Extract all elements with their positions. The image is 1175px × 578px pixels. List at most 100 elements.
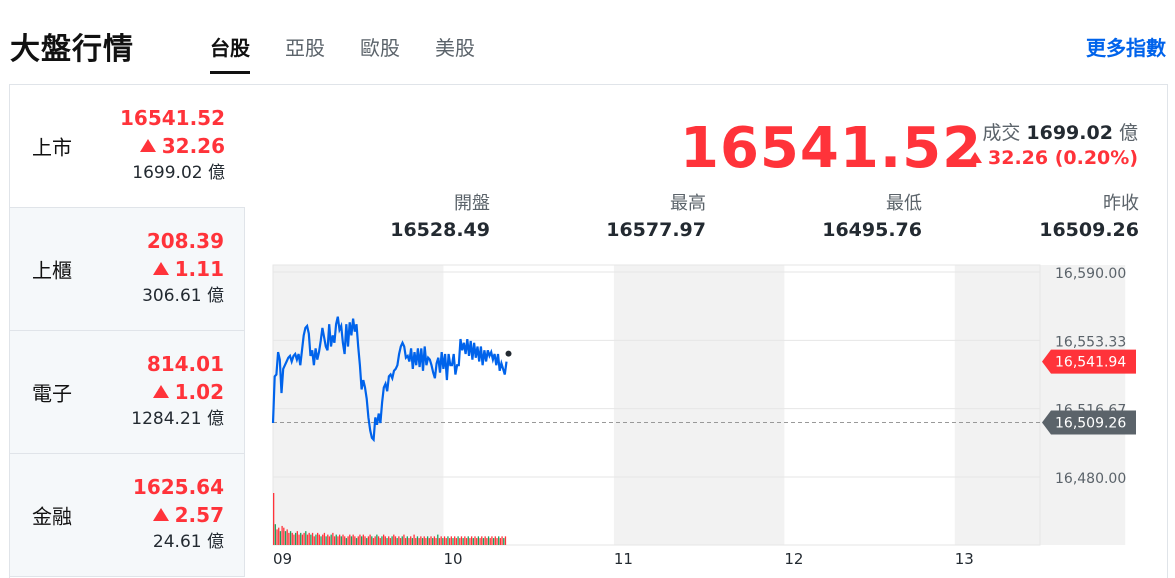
volume-bar (313, 536, 315, 545)
volume-bar (476, 538, 478, 545)
y-tick-label: 16,553.33 (1055, 334, 1126, 350)
stat-value: 16577.97 (606, 219, 706, 241)
volume-bar (491, 536, 493, 545)
volume-bar (382, 534, 385, 545)
prev-close-tag: 16,509.26 (1042, 410, 1136, 435)
volume-bar (352, 534, 354, 545)
volume-bar (372, 538, 375, 545)
volume-bar (291, 532, 293, 545)
sidebar-item-values: 208.39 1.11 306.61 億 (142, 228, 224, 308)
volume-bar (393, 534, 395, 545)
stat-label: 昨收 (1103, 193, 1139, 214)
x-tick-label: 12 (784, 550, 803, 568)
price-change: 32.26 (0.20%) (968, 147, 1138, 169)
volume-bar (300, 532, 302, 545)
volume-bar (450, 536, 452, 545)
volume-bar (357, 536, 359, 545)
up-arrow-icon (139, 139, 156, 152)
stat-low: 最低 16495.76 (762, 192, 922, 244)
volume-bar (391, 536, 393, 545)
current-price-tag-text: 16,541.94 (1055, 355, 1126, 371)
volume-bar (396, 538, 398, 545)
volume-bar (320, 536, 322, 545)
volume-bar (284, 531, 287, 545)
volume-bar (296, 531, 298, 545)
volume-bar (286, 529, 288, 545)
tab-europe[interactable]: 歐股 (360, 36, 400, 60)
tab-taiwan[interactable]: 台股 (210, 32, 250, 74)
volume-bar (328, 536, 331, 545)
stat-label: 開盤 (454, 193, 490, 214)
volume-bar (355, 538, 358, 545)
volume-bar (496, 538, 498, 545)
sidebar-item-name: 金融 (32, 504, 72, 529)
volume-bar (298, 534, 300, 545)
volume-bar (316, 532, 319, 545)
volume-bar (288, 532, 290, 545)
volume-bar (430, 536, 432, 545)
sidebar-item-price: 16541.52 (119, 106, 225, 130)
volume-bar (374, 536, 376, 545)
volume-bar (435, 538, 437, 545)
sidebar-item-name: 上櫃 (32, 258, 72, 283)
volume-bar (448, 538, 451, 545)
volume-bar (401, 536, 403, 545)
stat-value: 16528.49 (390, 219, 490, 241)
sidebar-item-volume: 1284.21 億 (131, 409, 224, 429)
volume-bar (283, 527, 285, 545)
volume-bar (278, 527, 280, 545)
sidebar-item-change: 2.57 (133, 500, 224, 530)
sidebar-item-name: 電子 (32, 381, 72, 406)
sidebar-item-values: 16541.52 32.26 1699.02 億 (120, 105, 225, 185)
volume-bar (462, 538, 464, 545)
volume-bar (293, 534, 295, 545)
volume-bar (499, 538, 502, 545)
volume-bar (487, 536, 490, 545)
current-price-tag: 16,541.94 (1042, 349, 1136, 374)
volume-bar (460, 536, 463, 545)
tab-asia[interactable]: 亞股 (285, 36, 325, 60)
volume-bar (438, 538, 441, 545)
volume-bar (333, 536, 336, 545)
session-band-shaded (273, 265, 444, 545)
sidebar-item-change-value: 1.11 (174, 257, 224, 281)
sidebar-item-volume: 24.61 億 (152, 532, 224, 552)
sidebar-item-change-value: 32.26 (161, 134, 225, 158)
sidebar-item-electronics[interactable]: 電子 814.01 1.02 1284.21 億 (10, 331, 245, 454)
volume-bar (310, 534, 312, 545)
sidebar-item-otc[interactable]: 上櫃 208.39 1.11 306.61 億 (10, 208, 245, 331)
sidebar-item-price: 814.01 (146, 352, 224, 376)
volume-bar (418, 538, 420, 545)
volume-bar (359, 534, 361, 545)
volume-bar (362, 534, 364, 545)
tab-us[interactable]: 美股 (435, 36, 475, 60)
volume-bar (345, 538, 348, 545)
volume-bar (274, 524, 276, 545)
volume-bar (504, 536, 507, 545)
volume-bar (465, 538, 468, 545)
volume-bar (428, 538, 430, 545)
intraday-chart[interactable]: 16,590.0016,553.3316,516.6716,480.000910… (270, 262, 1175, 578)
sidebar-item-listed[interactable]: 上市 16541.52 32.26 1699.02 億 (10, 85, 245, 208)
volume-bar (303, 532, 305, 545)
market-panel: 上市 16541.52 32.26 1699.02 億 上櫃 208.39 1.… (9, 84, 1168, 578)
page-title: 大盤行情 (10, 32, 134, 67)
volume-bar (426, 536, 429, 545)
more-indices-link[interactable]: 更多指數 (1086, 36, 1166, 60)
volume-bar (311, 532, 314, 545)
volume-bar (389, 538, 392, 545)
volume-bar (338, 534, 341, 545)
volume-bar (330, 534, 332, 545)
volume-bar (394, 536, 397, 545)
volume-bar (447, 536, 449, 545)
up-arrow-icon (152, 385, 169, 398)
volume-bar (482, 538, 485, 545)
volume-bar (494, 536, 496, 545)
volume-bar (325, 536, 327, 545)
session-band-shaded (613, 265, 785, 545)
volume-bar (289, 531, 292, 545)
market-tabs: 台股 亞股 歐股 美股 (210, 32, 475, 74)
sidebar-item-finance[interactable]: 金融 1625.64 2.57 24.61 億 (10, 454, 245, 577)
volume-bar (423, 536, 425, 545)
sidebar-item-change: 32.26 (120, 131, 225, 161)
